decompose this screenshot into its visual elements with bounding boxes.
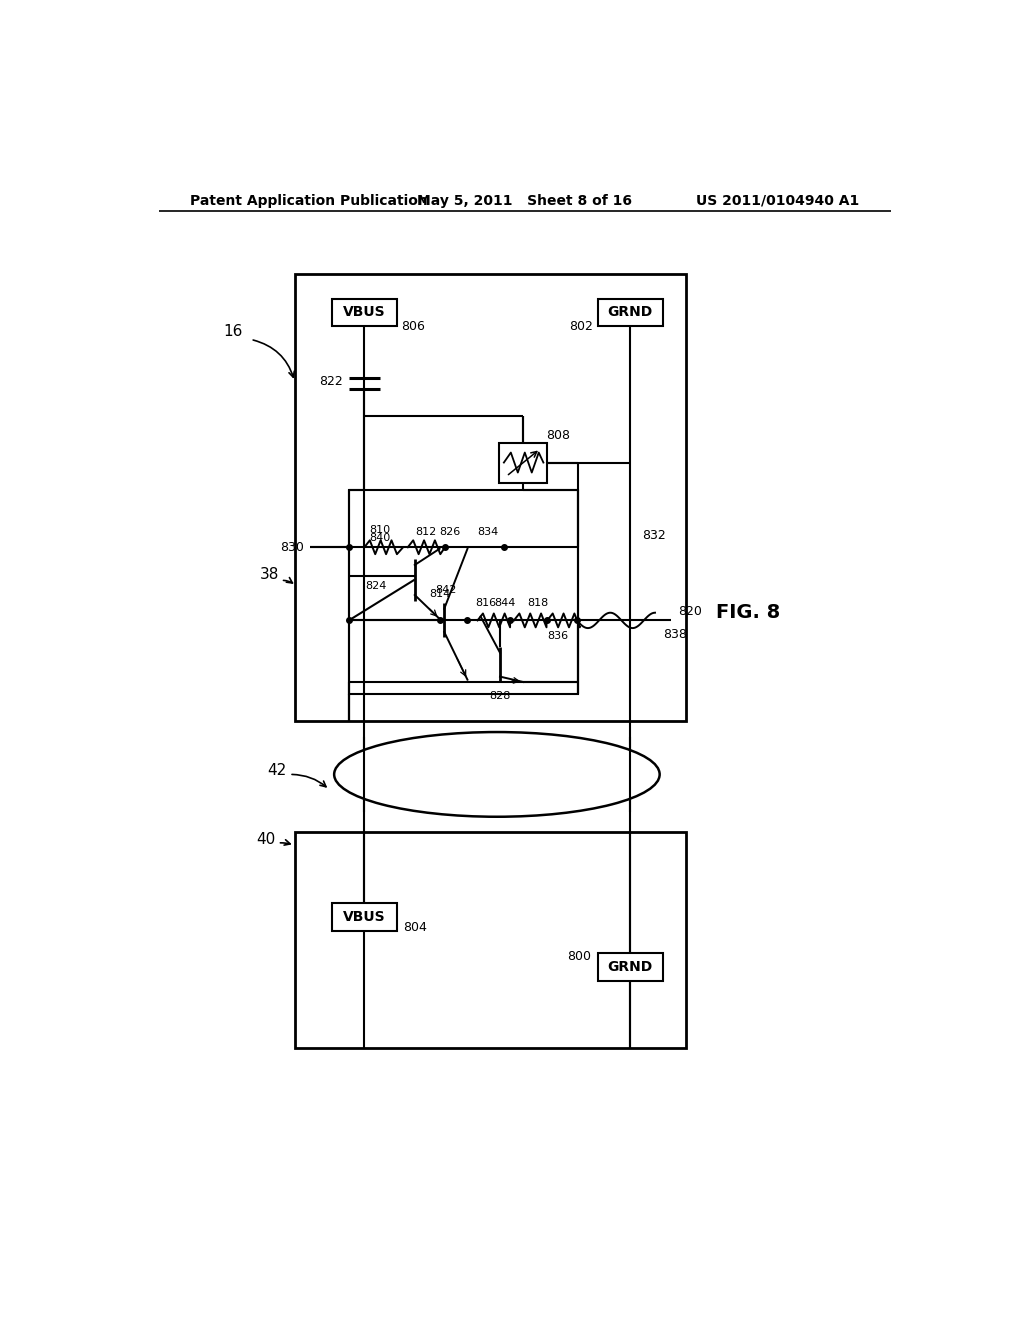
Text: Patent Application Publication: Patent Application Publication (190, 194, 428, 207)
Text: 812: 812 (416, 527, 437, 537)
Bar (598, 953, 663, 981)
Text: 40: 40 (256, 833, 275, 847)
Text: 42: 42 (267, 763, 287, 777)
Text: 808: 808 (546, 429, 570, 442)
Text: 840: 840 (370, 533, 390, 543)
Text: 836: 836 (548, 631, 568, 640)
Bar (295, 832, 686, 1048)
Text: GRND: GRND (607, 305, 653, 319)
Text: GRND: GRND (607, 960, 653, 974)
Bar (500, 442, 547, 483)
Text: 830: 830 (280, 541, 304, 554)
Text: 38: 38 (260, 566, 280, 582)
Text: 818: 818 (527, 598, 549, 609)
Bar (349, 490, 578, 693)
Text: 834: 834 (478, 527, 499, 537)
Text: 806: 806 (401, 319, 425, 333)
Text: 828: 828 (489, 690, 511, 701)
Text: May 5, 2011   Sheet 8 of 16: May 5, 2011 Sheet 8 of 16 (418, 194, 632, 207)
Text: 816: 816 (475, 598, 497, 609)
Text: 802: 802 (569, 319, 593, 333)
Text: 822: 822 (318, 375, 343, 388)
Text: 844: 844 (494, 598, 515, 609)
Text: 814: 814 (430, 589, 451, 599)
Bar (332, 298, 397, 326)
Text: US 2011/0104940 A1: US 2011/0104940 A1 (696, 194, 859, 207)
Bar (332, 903, 397, 931)
Bar (598, 298, 663, 326)
Text: 838: 838 (663, 628, 687, 640)
Text: FIG. 8: FIG. 8 (716, 603, 780, 622)
Text: 16: 16 (223, 325, 243, 339)
Text: 804: 804 (403, 921, 427, 935)
Text: 832: 832 (643, 529, 667, 543)
Text: VBUS: VBUS (343, 305, 386, 319)
Bar (295, 275, 686, 721)
Text: 824: 824 (366, 581, 387, 591)
Text: 842: 842 (435, 585, 457, 594)
Text: 810: 810 (370, 525, 390, 536)
Text: VBUS: VBUS (343, 909, 386, 924)
Text: 800: 800 (567, 949, 592, 962)
Text: 826: 826 (439, 527, 460, 537)
Ellipse shape (334, 733, 659, 817)
Text: 820: 820 (678, 605, 702, 618)
